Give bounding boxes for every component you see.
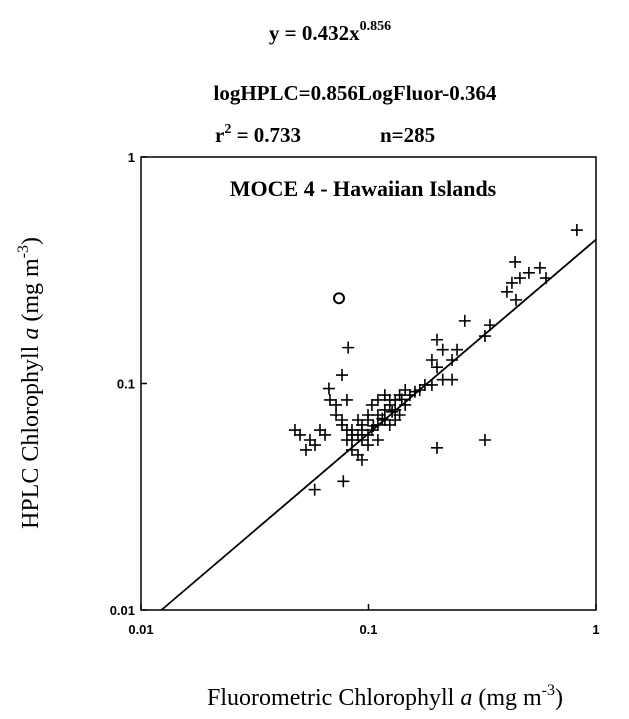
point-circle bbox=[333, 292, 346, 305]
point-plus bbox=[395, 393, 408, 406]
point-plus bbox=[383, 393, 396, 406]
point-plus bbox=[570, 224, 583, 237]
point-plus bbox=[505, 276, 518, 289]
point-plus bbox=[322, 382, 335, 395]
log-equation: logHPLC=0.856LogFluor-0.364 bbox=[213, 81, 497, 105]
point-plus bbox=[288, 424, 301, 437]
point-plus bbox=[378, 389, 391, 402]
y-tick-label: 0.1 bbox=[117, 377, 135, 392]
point-plus bbox=[362, 414, 375, 427]
point-plus bbox=[342, 341, 355, 354]
point-plus bbox=[383, 418, 396, 431]
point-plus bbox=[337, 475, 350, 488]
y-label-close: ) bbox=[18, 237, 44, 245]
point-plus bbox=[340, 393, 353, 406]
n-count: n=285 bbox=[380, 123, 435, 147]
point-plus bbox=[309, 439, 322, 452]
x-label-text: Fluorometric Chlorophyll bbox=[207, 685, 460, 711]
point-plus bbox=[478, 330, 491, 343]
x-label-exponent: -3 bbox=[542, 682, 555, 699]
y-label-italic: a bbox=[18, 328, 44, 340]
x-label-close: ) bbox=[555, 685, 563, 711]
point-plus bbox=[308, 483, 321, 496]
point-plus bbox=[367, 419, 380, 432]
point-plus bbox=[522, 266, 535, 279]
point-plus bbox=[330, 408, 343, 421]
point-plus bbox=[336, 369, 349, 382]
point-plus bbox=[483, 319, 496, 332]
y-axis-label: HPLC Chlorophyll a (mg m-3) bbox=[15, 237, 44, 529]
point-plus bbox=[533, 261, 546, 274]
point-plus bbox=[513, 272, 526, 285]
point-plus bbox=[413, 384, 426, 397]
point-plus bbox=[336, 414, 349, 427]
plot-title: MOCE 4 - Hawaiian Islands bbox=[230, 176, 497, 201]
point-plus bbox=[319, 428, 332, 441]
point-plus bbox=[418, 378, 431, 391]
y-label-unit: (mg m bbox=[18, 258, 44, 328]
point-plus bbox=[430, 441, 443, 454]
x-tick-label: 0.01 bbox=[128, 622, 153, 637]
point-plus bbox=[510, 293, 523, 306]
point-plus bbox=[362, 439, 375, 452]
point-plus bbox=[500, 285, 513, 298]
point-plus bbox=[408, 385, 421, 398]
point-plus bbox=[299, 443, 312, 456]
point-plus bbox=[446, 353, 459, 366]
x-tick-label: 1 bbox=[592, 622, 599, 637]
point-plus bbox=[303, 434, 316, 447]
point-plus bbox=[509, 255, 522, 268]
r-symbol: r bbox=[215, 123, 224, 147]
point-plus bbox=[458, 314, 471, 327]
point-plus bbox=[371, 434, 384, 447]
point-plus bbox=[478, 434, 491, 447]
point-plus bbox=[446, 373, 459, 386]
y-tick-label: 0.01 bbox=[110, 603, 135, 618]
x-label-italic: a bbox=[460, 685, 472, 711]
point-plus bbox=[425, 353, 438, 366]
point-plus bbox=[365, 398, 378, 411]
equation-base: y = 0.432x bbox=[269, 21, 360, 45]
point-plus bbox=[430, 333, 443, 346]
point-plus bbox=[371, 393, 384, 406]
y-label-text: HPLC Chlorophyll bbox=[18, 340, 44, 529]
point-plus bbox=[386, 405, 399, 418]
r-value: = 0.733 bbox=[231, 123, 301, 147]
point-plus bbox=[378, 414, 391, 427]
x-tick-label: 0.1 bbox=[359, 622, 377, 637]
point-plus bbox=[313, 424, 326, 437]
point-plus bbox=[430, 361, 443, 374]
plot-frame bbox=[140, 156, 597, 611]
x-label-unit: (mg m bbox=[472, 685, 542, 711]
r-exponent: 2 bbox=[224, 122, 231, 137]
equation-exponent: 0.856 bbox=[360, 19, 392, 34]
point-plus bbox=[330, 398, 343, 411]
point-plus bbox=[389, 403, 402, 416]
point-plus bbox=[323, 393, 336, 406]
equation: y = 0.432x0.856 bbox=[269, 19, 391, 45]
point-plus bbox=[378, 403, 391, 416]
point-plus bbox=[294, 428, 307, 441]
point-plus bbox=[436, 343, 449, 356]
point-plus bbox=[451, 343, 464, 356]
point-plus bbox=[540, 272, 553, 285]
x-axis-label: Fluorometric Chlorophyll a (mg m-3) bbox=[207, 682, 563, 711]
point-plus bbox=[345, 434, 358, 447]
y-tick-label: 1 bbox=[128, 150, 135, 165]
point-plus bbox=[355, 453, 368, 466]
point-plus bbox=[376, 412, 389, 425]
y-label-exponent: -3 bbox=[15, 245, 32, 258]
point-plus bbox=[355, 424, 368, 437]
r-squared: r2 = 0.733 bbox=[215, 122, 301, 147]
